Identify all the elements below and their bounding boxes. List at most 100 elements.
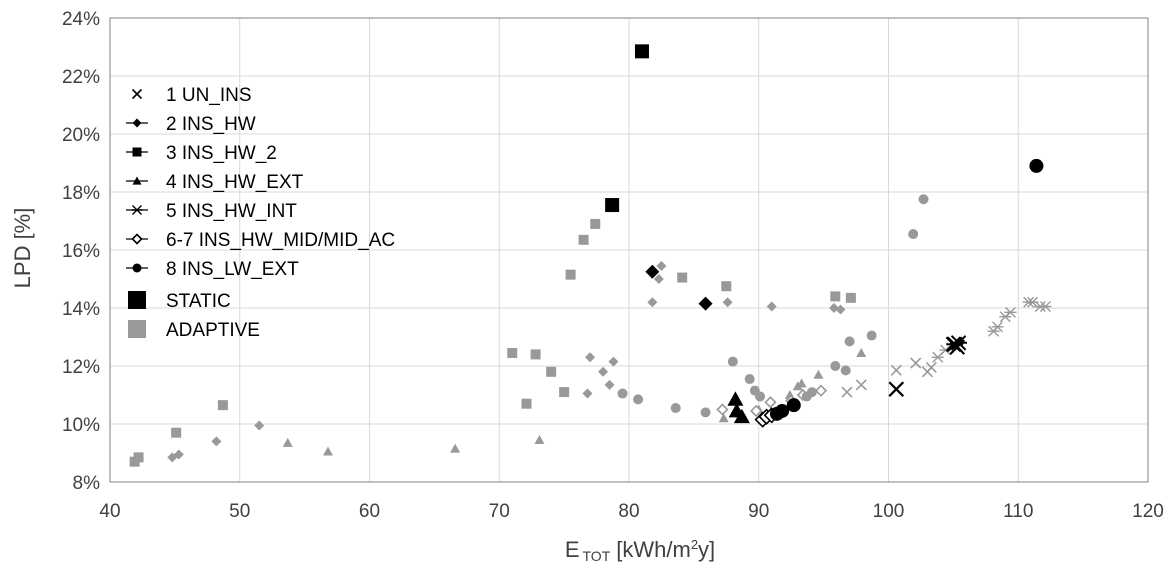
data-point-circle xyxy=(840,365,851,376)
y-tick-label: 16% xyxy=(62,241,100,262)
data-point-square xyxy=(521,398,532,409)
legend-marker-bigsquare xyxy=(128,291,146,309)
data-point-circle xyxy=(844,336,855,347)
data-point-diamond xyxy=(582,388,593,399)
legend-item: 8 INS_LW_EXT xyxy=(126,259,299,280)
data-point-diamond xyxy=(645,264,660,279)
data-point-circle xyxy=(786,398,801,413)
legend-label: STATIC xyxy=(166,291,231,312)
legend-item: 3 INS_HW_2 xyxy=(126,143,277,164)
x-axis-title-unit: [kWh/m xyxy=(616,537,691,562)
x-tick-label: 90 xyxy=(748,501,769,522)
legend-marker-bigsquare xyxy=(128,320,146,338)
data-point-square xyxy=(217,400,228,411)
data-point-circle xyxy=(866,330,877,341)
x-axis-title: E TOT [kWh/m2y] xyxy=(565,537,715,564)
axes: 40 50 60 70 80 90 100 110 120 8% 10% 12% 14% 16% 18% 20… xyxy=(62,9,1164,522)
data-point-square xyxy=(721,281,732,292)
data-point-diamond xyxy=(598,366,609,377)
data-point-circle xyxy=(775,403,790,418)
legend-label: 5 INS_HW_INT xyxy=(166,201,297,222)
legend-item: 2 INS_HW xyxy=(126,114,256,135)
data-point-triangle xyxy=(450,443,461,453)
data-point-square xyxy=(133,452,144,463)
legend-label: 3 INS_HW_2 xyxy=(166,143,277,164)
x-tick-label: 100 xyxy=(873,501,905,522)
x-axis-title-main: E xyxy=(565,537,580,562)
data-point-circle xyxy=(755,391,766,402)
data-point-diamond xyxy=(608,356,619,367)
y-tick-label: 8% xyxy=(73,473,101,494)
plot-area-border xyxy=(109,17,1149,483)
y-tick-label: 14% xyxy=(62,299,100,320)
data-point-circle xyxy=(744,374,755,385)
data-point-square xyxy=(830,291,841,302)
x-tick-label: 110 xyxy=(1003,501,1033,522)
data-point-diamond xyxy=(604,379,615,390)
legend-item: 1 UN_INS xyxy=(131,85,252,106)
y-tick-label: 18% xyxy=(62,183,100,204)
data-point-circle xyxy=(633,394,644,405)
x-tick-label: 60 xyxy=(359,501,380,522)
data-point-square xyxy=(677,272,688,283)
data-point-square xyxy=(530,349,541,360)
x-axis-title-superscript: 2 xyxy=(691,537,698,552)
x-axis-title-unit-end: y] xyxy=(698,537,715,562)
x-tick-label: 40 xyxy=(99,501,120,522)
x-tick-label: 70 xyxy=(489,501,510,522)
data-point-triangle xyxy=(733,408,750,424)
data-points xyxy=(129,44,1052,467)
data-point-diamond-open xyxy=(814,384,828,397)
y-tick-label: 22% xyxy=(62,67,100,88)
data-point-x xyxy=(888,381,905,397)
legend-label: 2 INS_HW xyxy=(166,114,256,135)
legend-item: 5 INS_HW_INT xyxy=(126,201,297,222)
data-point-circle xyxy=(727,356,738,367)
axis-titles: LPD [%] E TOT [kWh/m2y] xyxy=(10,208,715,564)
data-point-square xyxy=(845,292,856,303)
legend-marker-circle xyxy=(132,263,142,273)
data-point-square xyxy=(605,198,620,213)
data-point-star xyxy=(1004,306,1017,318)
data-point-x xyxy=(855,379,867,391)
data-point-circle xyxy=(700,407,711,418)
data-point-diamond xyxy=(698,296,713,311)
legend-marker-diamond xyxy=(132,118,142,128)
data-point-circle xyxy=(1029,158,1044,173)
data-point-x xyxy=(841,386,853,398)
legend-label: ADAPTIVE xyxy=(166,320,260,341)
x-tick-label: 50 xyxy=(229,501,250,522)
data-point-triangle xyxy=(282,437,293,447)
data-point-square xyxy=(578,234,589,245)
x-axis-title-subscript: TOT xyxy=(583,548,611,564)
data-point-triangle xyxy=(322,446,333,456)
legend-label: 6-7 INS_HW_MID/MID_AC xyxy=(166,230,395,251)
data-point-circle xyxy=(617,388,628,399)
data-point-diamond xyxy=(766,301,777,312)
data-point-diamond-open xyxy=(764,396,777,409)
data-point-diamond xyxy=(173,449,184,460)
y-axis-title: LPD [%] xyxy=(10,208,35,289)
legend-item: 6-7 INS_HW_MID/MID_AC xyxy=(126,230,395,251)
legend: 1 UN_INS 2 INS_HW 3 INS_HW_2 4 INS_HW_EXT 5 … xyxy=(126,85,395,341)
data-point-triangle xyxy=(856,347,867,357)
data-point-diamond xyxy=(211,436,222,447)
y-tick-label: 20% xyxy=(62,125,100,146)
data-point-square xyxy=(559,387,570,398)
data-point-diamond xyxy=(835,304,846,315)
data-point-triangle xyxy=(813,369,824,379)
legend-marker-triangle xyxy=(132,176,142,185)
data-point-diamond xyxy=(254,420,265,431)
data-point-square xyxy=(507,347,518,358)
legend-item: STATIC xyxy=(128,291,231,312)
legend-label: 4 INS_HW_EXT xyxy=(166,172,304,193)
data-point-diamond xyxy=(585,352,596,363)
data-point-square xyxy=(634,44,649,59)
legend-marker-square xyxy=(132,147,142,157)
data-point-triangle xyxy=(796,378,807,388)
data-point-triangle xyxy=(718,413,729,423)
y-tick-label: 24% xyxy=(62,9,100,30)
data-point-circle xyxy=(908,229,919,240)
x-tick-label: 80 xyxy=(618,501,639,522)
legend-label: 8 INS_LW_EXT xyxy=(166,259,299,280)
